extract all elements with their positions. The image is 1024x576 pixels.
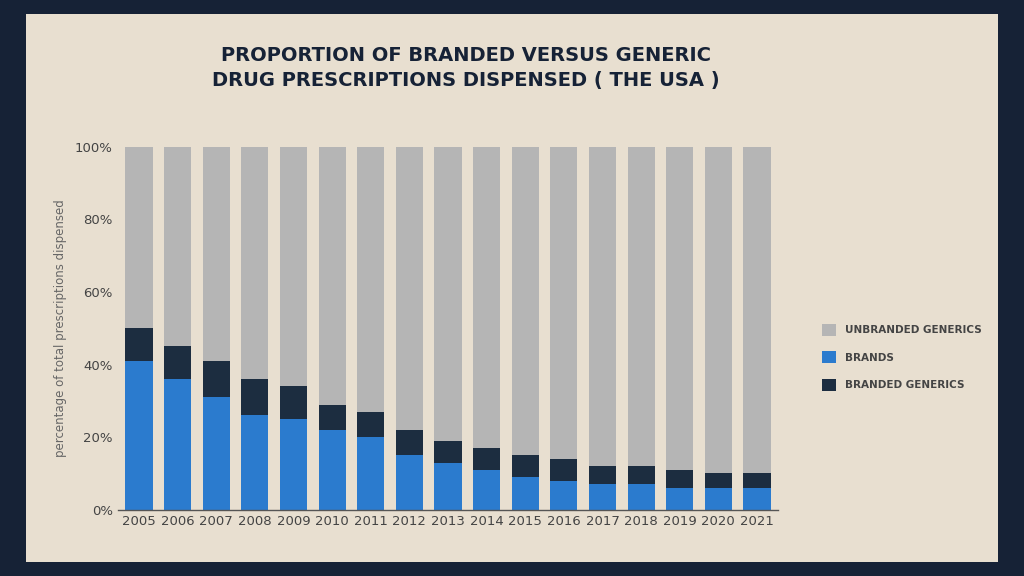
Bar — [357, 147, 384, 412]
Bar — [280, 386, 307, 419]
Bar — [203, 397, 229, 510]
Bar — [434, 441, 462, 463]
Bar — [589, 466, 616, 484]
Bar — [396, 430, 423, 455]
Text: PROPORTION OF BRANDED VERSUS GENERIC
DRUG PRESCRIPTIONS DISPENSED ( THE USA ): PROPORTION OF BRANDED VERSUS GENERIC DRU… — [212, 46, 720, 90]
Bar — [164, 379, 191, 510]
Bar — [126, 361, 153, 510]
Bar — [203, 361, 229, 397]
Bar — [512, 477, 539, 510]
Bar — [164, 147, 191, 347]
Bar — [473, 470, 500, 510]
Bar — [512, 455, 539, 477]
Bar — [318, 147, 346, 404]
Bar — [357, 437, 384, 510]
Bar — [164, 347, 191, 379]
Bar — [512, 147, 539, 455]
Legend: UNBRANDED GENERICS, BRANDS, BRANDED GENERICS: UNBRANDED GENERICS, BRANDS, BRANDED GENE… — [816, 319, 986, 396]
Bar — [473, 448, 500, 470]
Bar — [628, 484, 654, 510]
Bar — [242, 147, 268, 379]
Bar — [318, 404, 346, 430]
Bar — [705, 488, 732, 510]
Bar — [743, 473, 770, 488]
Bar — [280, 419, 307, 510]
Bar — [357, 412, 384, 437]
Bar — [550, 459, 578, 481]
Bar — [434, 147, 462, 441]
Bar — [743, 147, 770, 473]
Bar — [203, 147, 229, 361]
Bar — [396, 455, 423, 510]
Bar — [705, 473, 732, 488]
Bar — [318, 430, 346, 510]
Bar — [473, 147, 500, 448]
Bar — [705, 147, 732, 473]
Bar — [667, 147, 693, 470]
Bar — [280, 147, 307, 386]
Bar — [667, 488, 693, 510]
Bar — [396, 147, 423, 430]
Bar — [550, 147, 578, 459]
Bar — [434, 463, 462, 510]
Bar — [242, 379, 268, 415]
Bar — [628, 466, 654, 484]
Bar — [126, 328, 153, 361]
Bar — [242, 415, 268, 510]
Bar — [126, 147, 153, 328]
Bar — [743, 488, 770, 510]
Bar — [589, 484, 616, 510]
Bar — [589, 147, 616, 466]
Y-axis label: percentage of total prescriptions dispensed: percentage of total prescriptions dispen… — [53, 199, 67, 457]
Bar — [550, 481, 578, 510]
Bar — [628, 147, 654, 466]
Bar — [667, 470, 693, 488]
